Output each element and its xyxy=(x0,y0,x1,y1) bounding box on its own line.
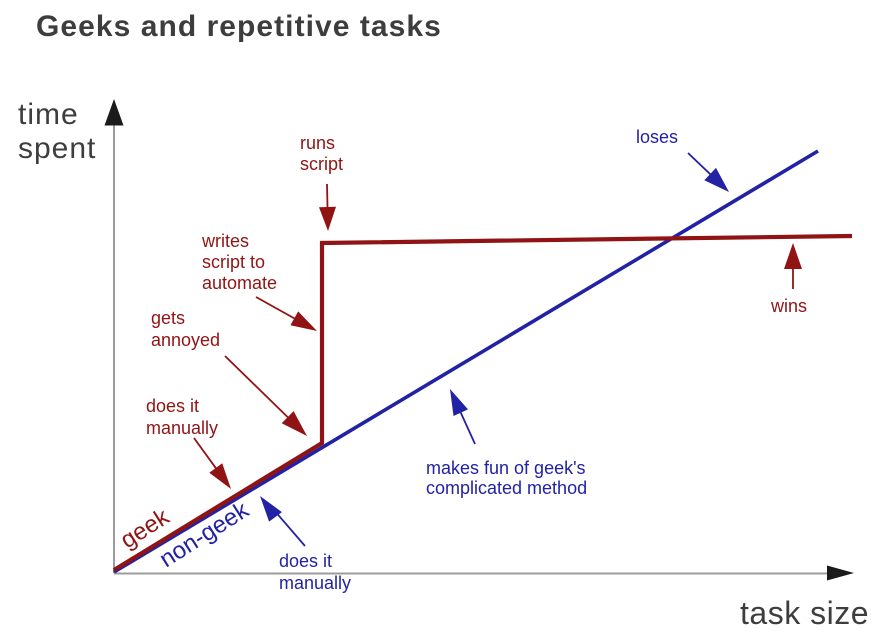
svg-text:script to: script to xyxy=(202,252,265,272)
svg-text:script: script xyxy=(300,154,343,174)
svg-text:does it: does it xyxy=(279,551,332,571)
svg-text:manually: manually xyxy=(279,573,351,593)
svg-text:spent: spent xyxy=(18,132,96,165)
svg-text:loses: loses xyxy=(636,127,678,147)
svg-text:does it: does it xyxy=(146,396,199,416)
svg-text:makes fun of geek's: makes fun of geek's xyxy=(426,458,586,478)
svg-text:complicated method: complicated method xyxy=(426,478,587,498)
svg-text:annoyed: annoyed xyxy=(151,330,220,350)
svg-text:Geeks and repetitive tasks: Geeks and repetitive tasks xyxy=(36,10,442,43)
svg-text:gets: gets xyxy=(151,308,185,328)
svg-text:runs: runs xyxy=(300,133,335,153)
svg-text:automate: automate xyxy=(202,273,277,293)
svg-text:writes: writes xyxy=(201,231,249,251)
svg-text:wins: wins xyxy=(770,296,807,316)
svg-text:manually: manually xyxy=(146,418,218,438)
svg-text:task size: task size xyxy=(740,595,869,631)
svg-text:time: time xyxy=(18,98,79,131)
